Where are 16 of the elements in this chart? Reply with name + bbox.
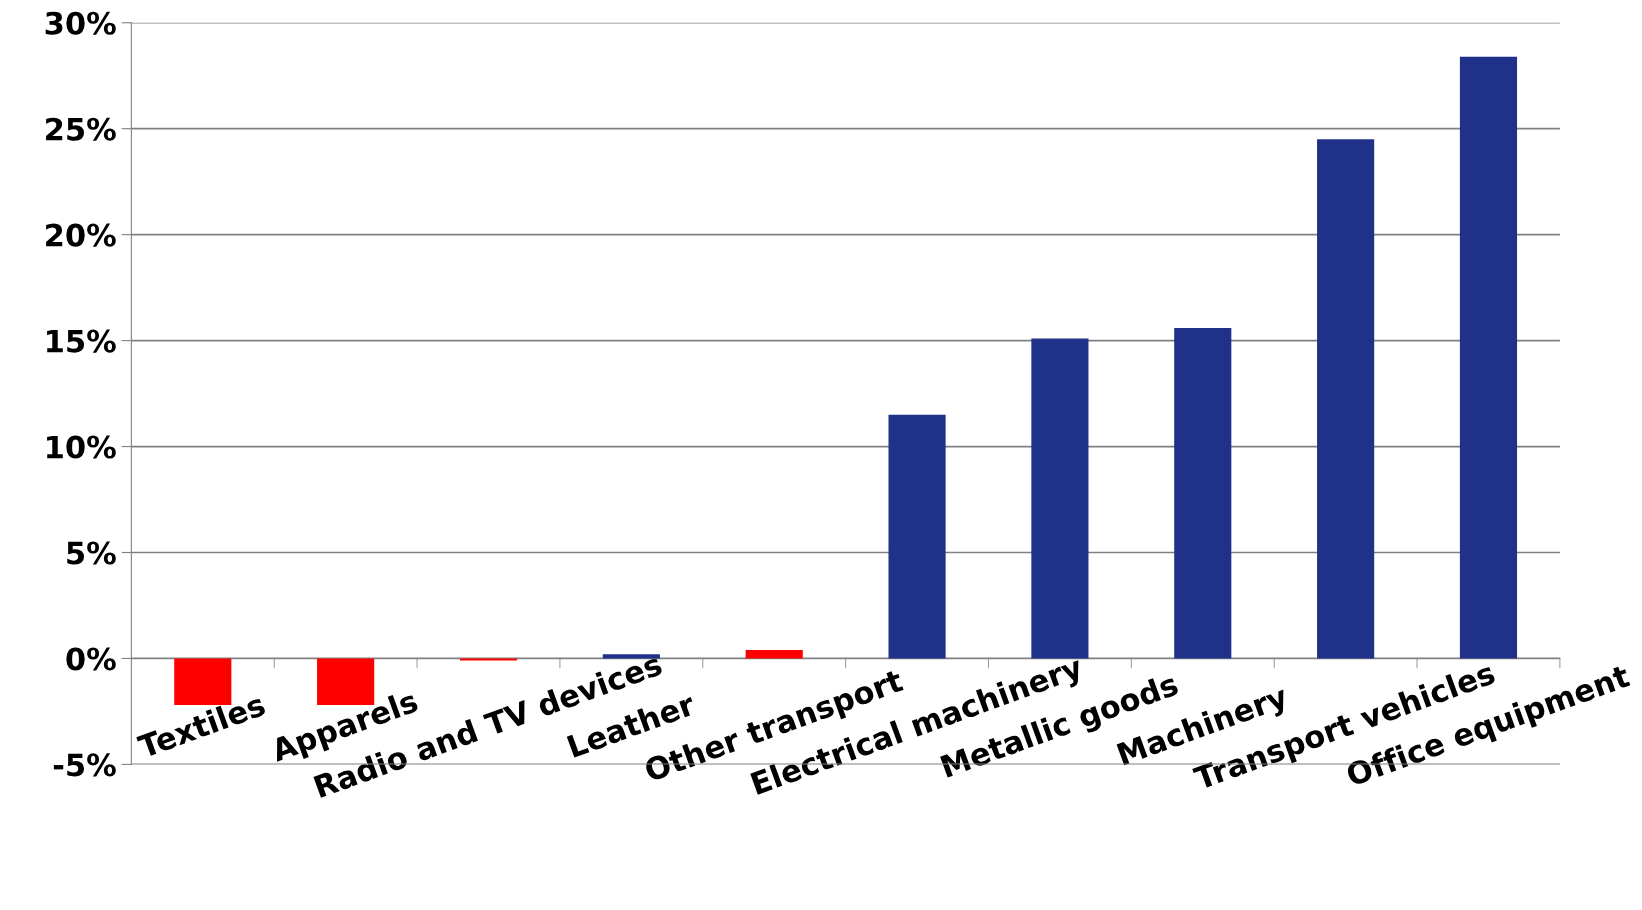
y-tick-label: 5% [67, 541, 116, 565]
bar [602, 654, 660, 659]
bar [1459, 56, 1518, 659]
bar [1317, 139, 1375, 659]
bar [1174, 327, 1232, 659]
bar [1031, 338, 1089, 659]
bar [745, 649, 803, 659]
y-tick-label: 0% [66, 647, 116, 671]
y-tick-label: -5% [53, 753, 116, 777]
bar [888, 414, 946, 659]
y-tick-label: 10% [47, 435, 116, 459]
bar [459, 658, 518, 661]
y-tick-label: 30% [45, 11, 116, 35]
y-tick-label: 25% [46, 117, 116, 141]
y-tick-label: 20% [46, 223, 116, 247]
y-tick-label: 15% [47, 329, 116, 353]
